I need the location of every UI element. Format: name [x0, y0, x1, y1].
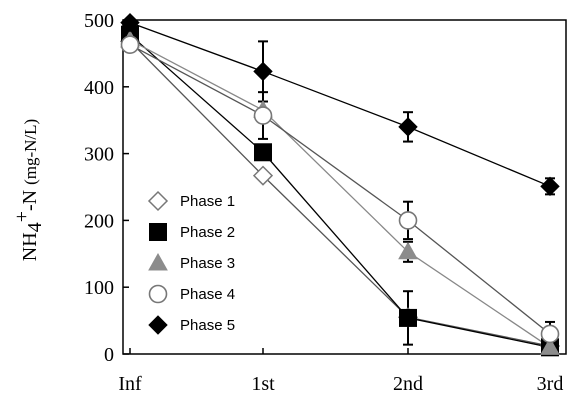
series-line [129, 39, 551, 348]
series-line [129, 40, 551, 347]
y-tick-label: 300 [84, 144, 114, 166]
data-point [253, 61, 273, 82]
data-point [540, 337, 560, 355]
data-point [540, 176, 560, 197]
data-point [398, 117, 418, 137]
y-tick-label: 100 [84, 277, 114, 299]
series-line [129, 44, 551, 335]
series-lines [129, 22, 551, 348]
legend-marker [148, 315, 168, 335]
legend-label: Phase 5 [180, 317, 235, 334]
x-tick-label: 3rd [537, 373, 564, 395]
plot-frame [122, 19, 567, 355]
data-point [398, 211, 418, 230]
legend-label: Phase 3 [180, 255, 235, 272]
legend: Phase 1 Phase 2 Phase 3 Phase 4 Phase 5 [147, 190, 235, 335]
data-point [399, 308, 417, 327]
x-axis-ticks: Inf 1st 2nd 3rd [118, 348, 563, 395]
y-tick-label: 200 [84, 210, 114, 232]
data-point [252, 165, 274, 186]
legend-marker [147, 190, 169, 212]
legend-marker [149, 223, 167, 241]
y-tick-label: 0 [104, 344, 114, 366]
y-tick-label: 500 [84, 10, 114, 32]
series-line [129, 34, 551, 348]
axes [122, 19, 567, 355]
y-axis-label-text: NH4+-N (mg-N/L) [11, 119, 46, 261]
series-line [129, 22, 551, 187]
data-point [540, 324, 560, 344]
x-tick-label: Inf [118, 373, 142, 395]
y-tick-label: 400 [84, 77, 114, 99]
data-point [253, 106, 273, 125]
legend-label: Phase 4 [180, 286, 235, 303]
data-point [398, 241, 418, 260]
data-point [120, 12, 140, 33]
legend-label: Phase 1 [180, 193, 235, 210]
data-point [254, 143, 272, 162]
x-tick-label: 2nd [393, 373, 423, 395]
x-tick-label: 1st [251, 373, 275, 395]
y-axis-label: NH4+-N (mg-N/L) [11, 119, 46, 261]
legend-marker [148, 284, 168, 304]
data-point [120, 35, 140, 55]
legend-marker [148, 252, 168, 271]
legend-label: Phase 2 [180, 224, 235, 241]
series-markers [119, 12, 561, 357]
